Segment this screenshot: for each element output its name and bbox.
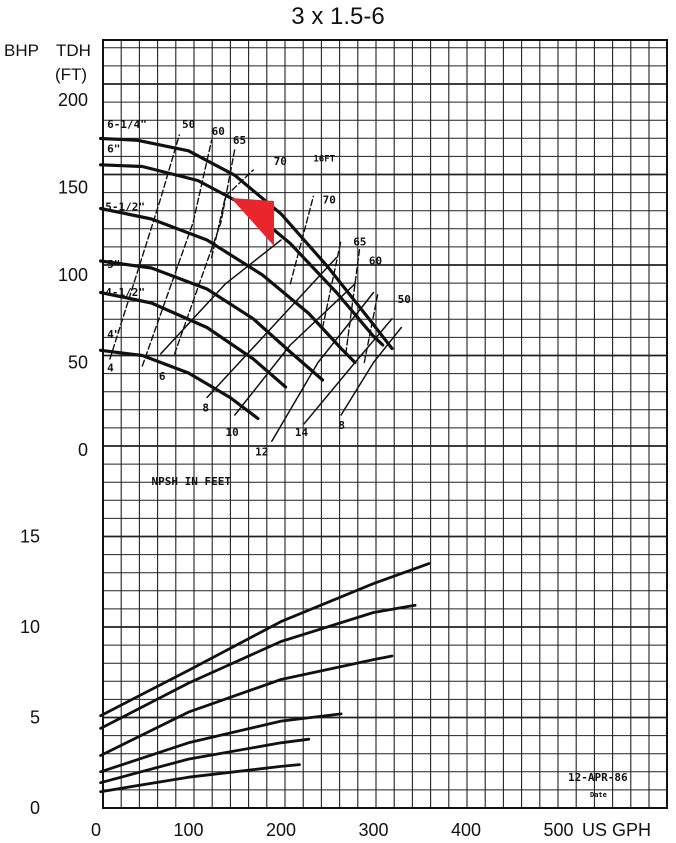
bhp-axis-label: BHP [4, 41, 39, 60]
npsh-value-label: 8 [338, 419, 345, 432]
x-tick-label: 0 [91, 820, 101, 840]
bhp-tick-label: 5 [30, 708, 40, 728]
efficiency-label: 65 [353, 235, 366, 248]
head-curves [99, 136, 394, 421]
head-tick-label: 0 [78, 440, 88, 460]
bhp-tick-label: 0 [30, 798, 40, 818]
bhp-tick-label: 10 [20, 617, 40, 637]
head-curve [99, 348, 260, 421]
head-curve [99, 136, 394, 351]
operating-point-marker [231, 198, 274, 246]
head-curve-label: 6" [107, 143, 120, 156]
head-curve-label: 4-1/2" [105, 286, 145, 299]
npsh-label: NPSH IN FEET [152, 475, 232, 488]
grid-layer [102, 40, 667, 809]
efficiency-line [109, 134, 180, 360]
x-tick-label: 500 [543, 820, 573, 840]
efficiency-line [345, 248, 361, 355]
npsh-value-label: 14 [295, 426, 309, 439]
head-tick-label: 150 [58, 178, 88, 198]
efficiency-label: 60 [369, 255, 382, 268]
npsh-line [234, 283, 356, 416]
head-tick-label: 50 [68, 353, 88, 373]
annotation-16ft: 16FT [313, 154, 335, 164]
npsh-value-label: 12 [255, 445, 268, 458]
efficiency-line [289, 195, 315, 285]
bhp-curves [99, 562, 431, 794]
head-curve-label: 4 [107, 361, 114, 374]
npsh-lines [160, 239, 403, 443]
head-curve [99, 206, 357, 365]
npsh-line [206, 256, 338, 399]
efficiency-label: 70 [323, 193, 336, 206]
bhp-curve [99, 712, 343, 774]
date-caption: Date [590, 791, 607, 799]
head-curve-label: 5" [107, 258, 120, 271]
bhp-curve [99, 603, 417, 730]
head-curve-label: 5-1/2" [105, 200, 145, 213]
npsh-line [340, 326, 403, 416]
x-tick-label: 300 [358, 820, 388, 840]
bhp-curve [99, 737, 311, 785]
head-curve [99, 259, 325, 382]
chart-title: 3 x 1.5-6 [291, 3, 384, 30]
x-tick-label: 100 [173, 820, 203, 840]
head-curve-label: 6-1/4" [107, 118, 147, 131]
x-tick-labels: 0 100 200 300 400 500 [91, 820, 574, 840]
npsh-line [160, 239, 282, 355]
efficiency-label: 60 [212, 125, 225, 138]
bhp-tick-label: 15 [20, 527, 40, 547]
tdh-axis-label: TDH [56, 41, 91, 60]
efficiency-label: 50 [182, 118, 195, 131]
efficiency-line [363, 291, 379, 364]
bhp-curve [99, 763, 301, 794]
head-tick-label: 100 [58, 265, 88, 285]
efficiency-label: 70 [274, 155, 287, 168]
head-curve [99, 290, 288, 389]
bhp-curve [99, 654, 394, 757]
date-stamp: 12-APR-86 [568, 771, 628, 784]
bhp-curve [99, 562, 431, 718]
plot-border [102, 39, 668, 809]
red-triangle-marker [231, 198, 274, 246]
efficiency-line [321, 239, 342, 329]
x-tick-label: 200 [266, 820, 296, 840]
x-tick-label: 400 [451, 820, 481, 840]
chart-frame [102, 39, 668, 809]
ft-unit-label: (FT) [55, 65, 87, 84]
head-tick-labels: 200 150 100 50 0 [58, 90, 88, 460]
head-tick-label: 200 [58, 90, 88, 110]
npsh-value-label: 10 [226, 426, 239, 439]
efficiency-label: 65 [233, 134, 246, 147]
curve-labels: 6-1/4"6"5-1/2"5"4-1/2"4"4506065707065605… [105, 118, 411, 458]
efficiency-label: 50 [398, 293, 411, 306]
npsh-value-label: 6 [159, 370, 166, 383]
head-curve-label: 4" [107, 328, 120, 341]
bhp-tick-labels: 15 10 5 0 [20, 527, 40, 819]
npsh-value-label: 8 [202, 402, 209, 415]
efficiency-line [141, 139, 213, 367]
x-axis-label: US GPH [582, 820, 651, 840]
